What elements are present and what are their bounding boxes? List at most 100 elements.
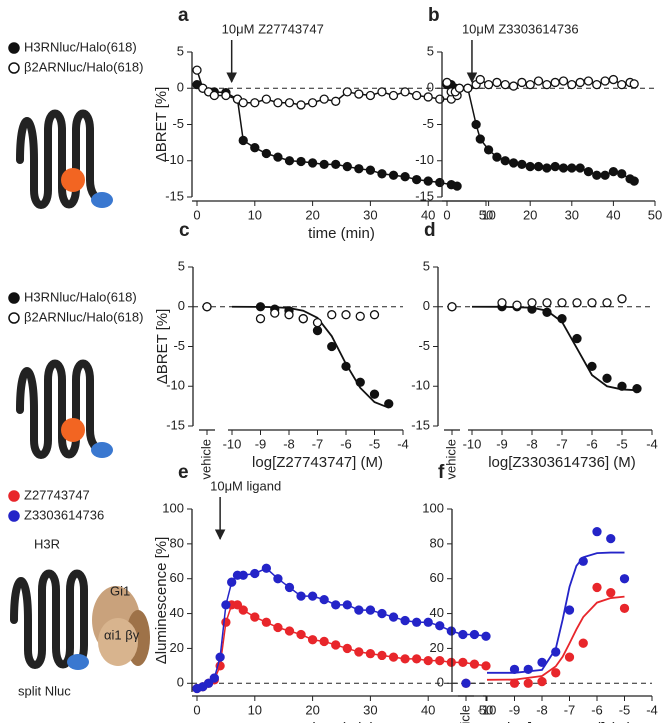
data-point: [617, 294, 627, 304]
data-point: [354, 89, 364, 99]
y-tick-label: 0: [437, 675, 444, 690]
data-point: [307, 98, 318, 108]
data-point: [469, 659, 480, 669]
data-point: [312, 317, 323, 328]
data-point: [411, 654, 422, 664]
data-point: [273, 152, 283, 162]
x-tick-label: -5: [616, 436, 628, 451]
data-point: [307, 158, 318, 168]
data-point: [481, 661, 491, 671]
data-point: [341, 310, 351, 320]
data-point: [578, 556, 588, 566]
fit-curve: [486, 595, 625, 681]
data-point: [435, 655, 445, 666]
data-point: [342, 87, 352, 97]
x-tick-label: -9: [255, 436, 267, 451]
x-tick-label: -10: [223, 436, 242, 451]
x-tick-label: -5: [369, 436, 381, 451]
data-point: [209, 90, 219, 101]
x-tick-label: 20: [305, 702, 319, 717]
data-point: [400, 615, 410, 626]
data-point: [617, 381, 627, 391]
data-point: [483, 145, 494, 155]
x-tick-label: 0: [193, 702, 200, 717]
y-tick-label: 20: [430, 640, 444, 655]
data-point: [423, 617, 433, 627]
data-point: [542, 163, 552, 173]
data-point: [270, 308, 280, 318]
x-axis-title: log[compound] (M): [507, 720, 632, 723]
x-tick-label: 10: [248, 702, 262, 717]
x-tick-label: 50: [479, 702, 493, 717]
data-point: [255, 314, 266, 324]
data-point: [435, 621, 445, 631]
y-tick-label: 5: [177, 43, 184, 58]
data-point: [423, 655, 433, 666]
data-point: [619, 603, 630, 613]
y-tick-label: -15: [166, 417, 185, 432]
data-point: [500, 79, 510, 90]
y-tick-label: 80: [430, 535, 444, 550]
x-tick-label: -4: [646, 436, 658, 451]
data-point: [619, 574, 630, 584]
data-point: [215, 652, 225, 662]
data-point: [517, 77, 527, 88]
data-point: [463, 83, 473, 93]
x-tick-label: 10: [481, 207, 495, 222]
data-point: [411, 617, 422, 627]
data-point: [365, 165, 376, 175]
x-tick-label: -10: [478, 702, 497, 717]
data-point: [307, 591, 318, 601]
bret-diagram: [10, 569, 150, 670]
data-point: [331, 640, 341, 650]
y-tick-label: 5: [178, 258, 185, 273]
y-tick-label: -15: [165, 188, 184, 203]
data-point: [592, 582, 602, 593]
y-tick-label: 5: [423, 258, 430, 273]
data-point: [377, 608, 387, 619]
data-point: [388, 652, 399, 662]
annotation: 10μM Z3303614736: [462, 21, 579, 36]
data-point: [629, 176, 639, 186]
y-tick-label: 40: [170, 605, 184, 620]
data-point: [551, 647, 561, 657]
data-point: [365, 605, 376, 615]
data-point: [509, 678, 520, 688]
data-point: [557, 298, 567, 308]
y-tick-label: 0: [177, 675, 184, 690]
data-point: [307, 635, 318, 645]
legend-marker: [8, 312, 20, 324]
y-tick-label: 80: [170, 535, 184, 550]
data-point: [400, 87, 410, 97]
x-tick-label: -4: [397, 436, 409, 451]
panel-letter: e: [178, 462, 189, 483]
x-tick-label: 20: [523, 207, 537, 222]
data-point: [497, 298, 507, 308]
data-point: [617, 79, 627, 90]
data-point: [355, 311, 365, 321]
data-point: [423, 176, 433, 186]
data-point: [592, 170, 602, 180]
data-point: [192, 65, 202, 75]
data-point: [508, 81, 519, 91]
data-point: [355, 377, 365, 387]
x-tick-label: -4: [646, 702, 658, 717]
legend-marker: [8, 62, 20, 74]
annotation: 10μM Z27743747: [222, 21, 324, 36]
data-point: [296, 629, 306, 640]
data-point: [261, 94, 272, 104]
data-point: [527, 298, 537, 308]
data-point: [558, 76, 569, 86]
data-point: [411, 174, 422, 185]
data-point: [221, 90, 231, 101]
x-tick-label: -6: [591, 702, 603, 717]
y-tick-label: -5: [173, 338, 185, 353]
y-tick-label: -10: [415, 152, 434, 167]
x-tick-label: 50: [479, 207, 493, 222]
data-point: [284, 582, 295, 593]
data-point: [475, 134, 485, 144]
data-point: [537, 657, 547, 668]
receptor-diagram: [16, 359, 113, 459]
data-point: [550, 77, 560, 88]
data-point: [523, 664, 533, 674]
